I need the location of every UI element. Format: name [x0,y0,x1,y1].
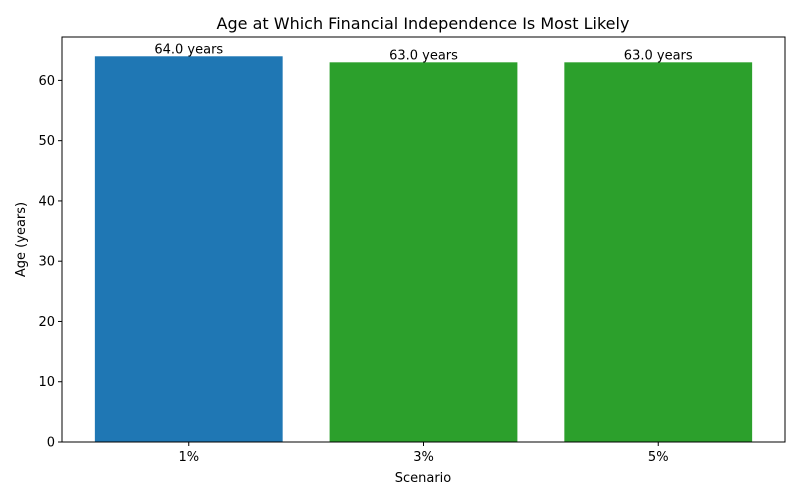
y-tick-label: 30 [38,255,55,270]
y-tick-label: 10 [38,375,55,390]
y-axis-label: Age (years) [14,202,29,277]
x-tick-label: 5% [648,450,669,465]
y-tick-label: 0 [47,436,55,451]
x-axis-label: Scenario [395,471,452,486]
data-label: 64.0 years [154,42,223,57]
chart-title: Age at Which Financial Independence Is M… [217,14,630,33]
y-tick-label: 50 [38,134,55,149]
bar-5% [564,62,753,442]
y-tick-label: 40 [38,194,55,209]
data-label: 63.0 years [389,48,458,63]
x-tick-label: 1% [178,450,199,465]
y-tick-label: 60 [38,74,55,89]
bar-3% [329,62,518,442]
axes-frame [61,36,786,443]
bar-1% [94,56,283,443]
x-tick-label: 3% [413,450,434,465]
y-tick-label: 20 [38,315,55,330]
data-label: 63.0 years [624,48,693,63]
